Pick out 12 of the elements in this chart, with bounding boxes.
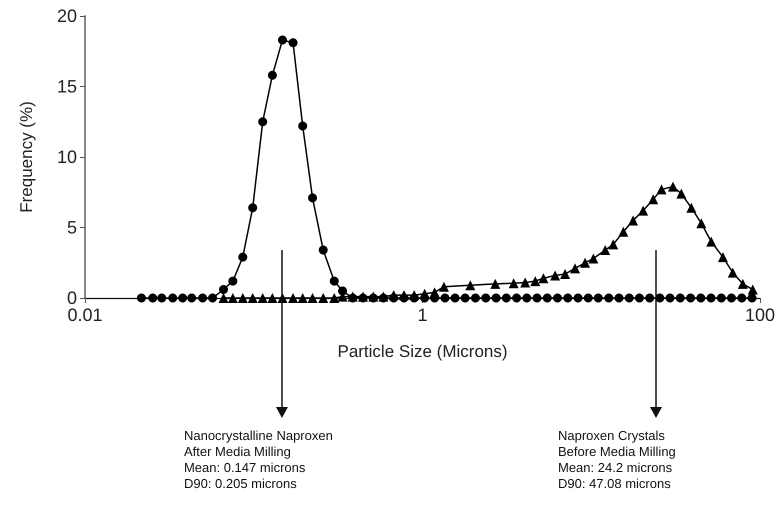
y-tick-label: 20: [56, 6, 77, 26]
y-tick-label: 10: [56, 147, 77, 167]
x-axis-title: Particle Size (Microns): [337, 342, 508, 361]
x-tick-label: 100: [744, 305, 776, 325]
y-tick-label: 5: [66, 218, 77, 238]
y-axis-title: Frequency (%): [17, 101, 36, 213]
y-tick-label: 0: [66, 288, 77, 308]
x-tick-label: 0.01: [67, 305, 103, 325]
y-tick-label: 15: [56, 76, 77, 96]
text: Nanocrystalline Naproxen After Media Milling Mean: 0.147 microns D90: 0.205 microns: [184, 428, 333, 492]
x-tick-label: 1: [417, 305, 428, 325]
text: Naproxen Crystals Before Media Milling Mean: 24.2 microns D90: 47.08 microns: [558, 428, 676, 492]
